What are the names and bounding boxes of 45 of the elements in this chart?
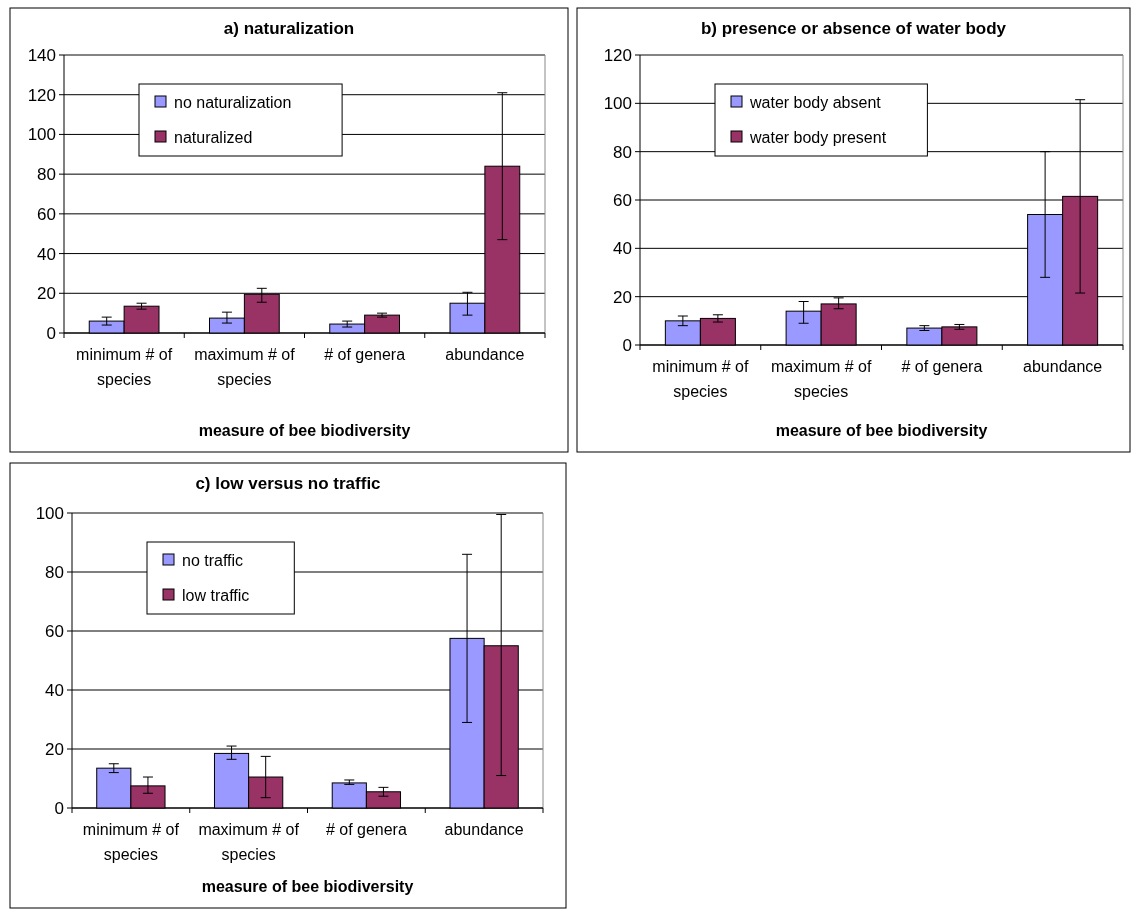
y-tick-label: 0 — [54, 798, 64, 818]
chart-title: a) naturalization — [223, 19, 355, 38]
y-tick-label: 100 — [35, 503, 64, 523]
x-axis-title: measure of bee biodiversity — [775, 422, 988, 439]
x-tick-label: # of genera — [325, 821, 407, 838]
y-tick-label: 80 — [613, 142, 632, 162]
x-tick-label: maximum # of species — [198, 821, 300, 863]
y-tick-label: 80 — [45, 562, 64, 582]
y-tick-label: 60 — [45, 621, 64, 641]
x-axis-title: measure of bee biodiversity — [201, 878, 414, 895]
x-axis-title: measure of bee biodiversity — [198, 422, 411, 439]
y-tick-label: 60 — [37, 204, 56, 224]
legend-label: water body present — [749, 128, 887, 146]
chart-title: c) low versus no traffic — [195, 474, 381, 493]
chart-title: b) presence or absence of water body — [700, 19, 1007, 38]
y-tick-label: 20 — [45, 739, 64, 759]
y-tick-label: 100 — [603, 94, 632, 114]
x-tick-label: # of genera — [324, 346, 406, 363]
y-tick-label: 0 — [622, 335, 632, 355]
y-tick-label: 40 — [45, 680, 64, 700]
x-tick-label: minimum # of species — [76, 346, 173, 388]
y-tick-label: 140 — [27, 45, 56, 65]
y-tick-label: 120 — [27, 85, 56, 105]
y-tick-label: 20 — [613, 287, 632, 307]
legend-label: water body absent — [749, 93, 882, 111]
y-tick-label: 60 — [613, 190, 632, 210]
x-tick-label: minimum # of species — [652, 358, 749, 400]
legend-label: low traffic — [182, 586, 250, 604]
x-tick-label: maximum # of species — [770, 358, 872, 400]
y-tick-label: 0 — [46, 323, 56, 343]
x-tick-label: # of genera — [901, 358, 983, 375]
y-tick-label: 40 — [613, 239, 632, 259]
x-tick-label: abundance — [445, 346, 525, 363]
legend-label: no traffic — [182, 551, 244, 569]
y-tick-label: 100 — [27, 125, 56, 145]
y-tick-label: 40 — [37, 244, 56, 264]
y-tick-label: 80 — [37, 165, 56, 185]
legend-label: no naturalization — [174, 93, 292, 111]
x-tick-label: maximum # of species — [194, 346, 296, 388]
y-tick-label: 20 — [37, 284, 56, 304]
x-tick-label: minimum # of species — [82, 821, 180, 863]
x-tick-label: abundance — [444, 821, 524, 838]
legend-label: naturalized — [174, 128, 253, 146]
y-tick-label: 120 — [603, 45, 632, 65]
x-tick-label: abundance — [1023, 358, 1103, 375]
